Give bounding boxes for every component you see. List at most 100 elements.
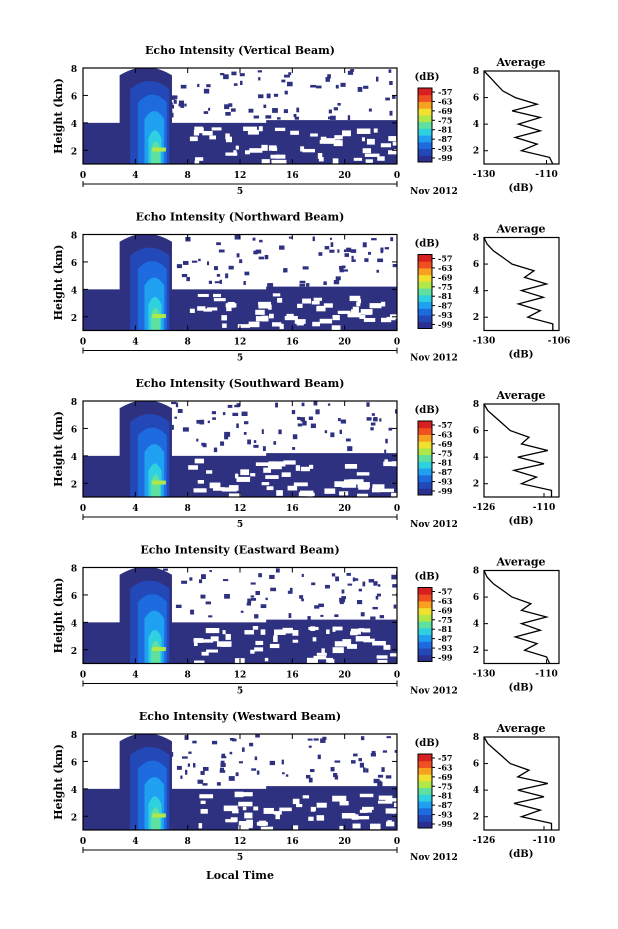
colorbar-swatch xyxy=(418,607,432,615)
speckle xyxy=(228,776,235,781)
gap xyxy=(294,319,306,324)
gap xyxy=(258,303,269,309)
speckle xyxy=(231,71,237,76)
gap xyxy=(270,154,280,159)
gap xyxy=(265,475,279,479)
bright-band xyxy=(160,813,164,818)
gap xyxy=(357,482,370,488)
speckle xyxy=(255,249,262,254)
bright-band xyxy=(154,147,158,152)
gap xyxy=(250,473,256,477)
speckle xyxy=(205,601,212,605)
speckle xyxy=(339,601,344,605)
colorbar-swatch xyxy=(418,621,432,629)
bright-band xyxy=(157,147,161,152)
speckle xyxy=(258,256,264,260)
x-tick-label: 8 xyxy=(185,671,191,681)
colorbar-tick-label: -75 xyxy=(438,781,452,791)
gap xyxy=(388,136,397,142)
colorbar-swatch xyxy=(418,754,432,762)
gap xyxy=(261,482,270,486)
panel-2: Echo Intensity (Southward Beam) 2 4 6 8 Heigh… xyxy=(52,377,560,530)
colorbar-tick-label: -75 xyxy=(438,448,452,458)
colorbar-swatch xyxy=(418,774,432,782)
gap xyxy=(263,807,274,814)
speckle xyxy=(256,770,260,775)
speckle xyxy=(350,69,355,72)
speckle xyxy=(184,735,189,740)
colorbar-swatch xyxy=(418,441,432,449)
speckle xyxy=(265,597,268,601)
gap xyxy=(326,657,334,663)
bright-band xyxy=(162,647,166,652)
avg-y-tick-label: 4 xyxy=(473,453,479,463)
speckle xyxy=(333,107,338,111)
avg-x-tick-label: -110 xyxy=(533,503,556,513)
speckle xyxy=(224,431,231,437)
gap xyxy=(380,301,386,307)
speckle xyxy=(189,577,193,581)
speckle xyxy=(221,753,226,758)
gap xyxy=(238,822,253,829)
speckle xyxy=(232,412,239,417)
noise-layer xyxy=(266,286,397,309)
gap xyxy=(320,136,327,143)
gap xyxy=(292,798,300,805)
gap xyxy=(296,321,304,326)
colorbar-swatch xyxy=(418,767,432,775)
colorbar-tick-label: -75 xyxy=(438,115,452,125)
speckle xyxy=(376,76,379,82)
x-tick-label: 20 xyxy=(338,671,351,681)
y-axis-label: Height (km) xyxy=(52,744,65,820)
speckle xyxy=(324,246,330,250)
colorbar-swatch xyxy=(418,94,432,102)
speckle xyxy=(340,419,347,424)
gap xyxy=(287,485,298,491)
speckle xyxy=(371,238,377,241)
gap xyxy=(344,463,358,469)
speckle xyxy=(200,770,205,775)
bright-band xyxy=(162,813,166,818)
panel-title: Echo Intensity (Eastward Beam) xyxy=(140,544,339,557)
speckle xyxy=(214,281,221,284)
speckle xyxy=(227,404,233,408)
gap xyxy=(326,629,330,635)
column-contour-5 xyxy=(151,640,161,664)
speckle xyxy=(386,736,391,739)
gap xyxy=(299,490,314,494)
colorbar-tick-label: -81 xyxy=(438,291,452,301)
gap xyxy=(225,152,238,156)
speckle xyxy=(181,580,188,584)
colorbar-tick-label: -57 xyxy=(438,420,452,430)
speckle xyxy=(222,412,226,416)
speckle xyxy=(301,598,304,602)
bright-band xyxy=(162,147,166,152)
speckle xyxy=(345,438,351,442)
gap xyxy=(332,158,339,164)
gap xyxy=(226,305,232,312)
speckle xyxy=(300,417,305,422)
avg-y-tick-label: 8 xyxy=(473,234,479,244)
speckle xyxy=(338,418,341,422)
y-tick-label: 6 xyxy=(71,92,77,102)
x-tick-label: 20 xyxy=(338,171,351,181)
speckle xyxy=(317,754,321,760)
gap xyxy=(297,303,303,309)
speckle xyxy=(308,777,313,783)
gap xyxy=(339,801,349,806)
gap xyxy=(250,649,255,654)
speckle xyxy=(224,104,230,110)
speckle xyxy=(250,582,256,585)
gap xyxy=(252,625,259,630)
x-tick-label: 12 xyxy=(234,504,247,514)
y-tick-label: 8 xyxy=(71,565,77,575)
bright-band xyxy=(160,314,164,319)
speckle xyxy=(201,442,206,446)
speckle xyxy=(297,423,303,427)
speckle xyxy=(394,409,397,414)
speckle xyxy=(253,444,259,448)
gap xyxy=(380,143,392,148)
speckle xyxy=(377,781,383,787)
speckle xyxy=(370,753,376,757)
speckle xyxy=(176,264,182,269)
